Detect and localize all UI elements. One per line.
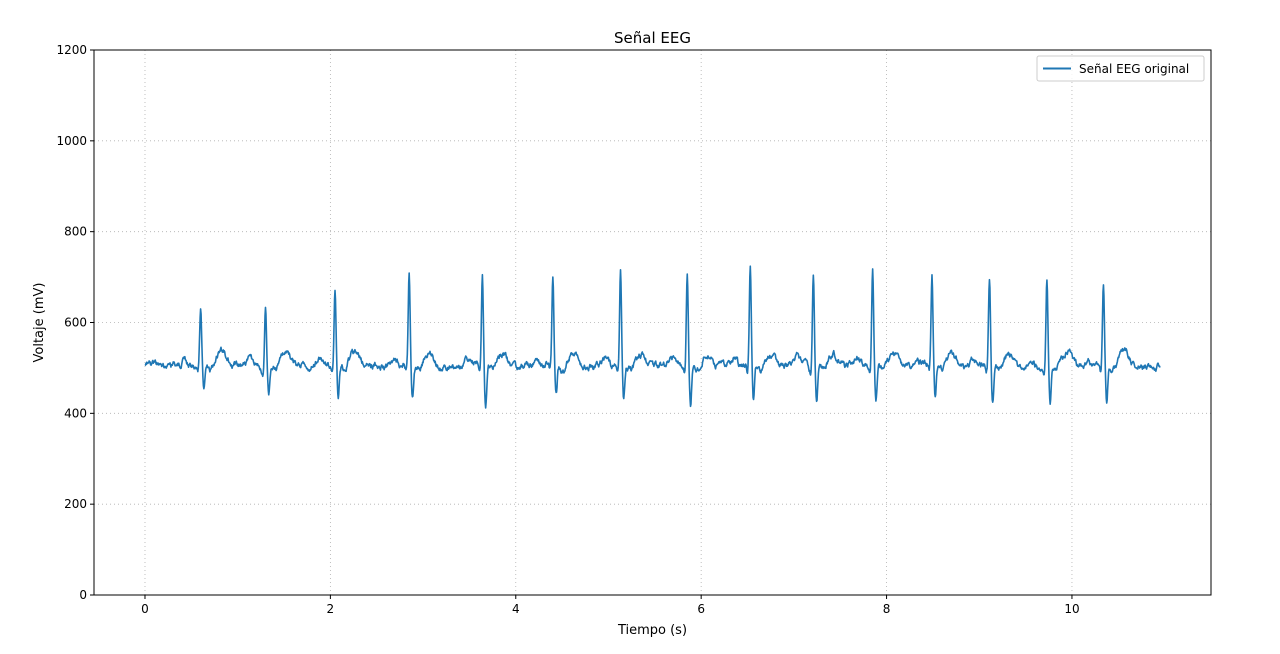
plot-frame xyxy=(93,49,1212,596)
legend-label: Señal EEG original xyxy=(1079,62,1189,76)
series-line-eeg xyxy=(144,265,1161,409)
y-tick-label: 1200 xyxy=(56,43,87,57)
y-tick-label: 1000 xyxy=(56,134,87,148)
chart-title: Señal EEG xyxy=(614,29,691,47)
x-tick-label: 10 xyxy=(1064,602,1079,616)
x-tick-label: 8 xyxy=(883,602,891,616)
ticks-layer: 0 2 4 6 8 10 0 200 400 600 800 1000 1200 xyxy=(56,43,1079,616)
y-tick-label: 400 xyxy=(64,406,87,420)
x-tick-label: 0 xyxy=(141,602,149,616)
x-tick-label: 4 xyxy=(512,602,520,616)
x-axis-label: Tiempo (s) xyxy=(617,623,687,638)
y-tick-label: 0 xyxy=(79,588,87,602)
series-layer xyxy=(144,265,1161,409)
x-tick-label: 2 xyxy=(327,602,335,616)
x-tick-label: 6 xyxy=(697,602,705,616)
y-tick-label: 800 xyxy=(64,225,87,239)
y-tick-label: 200 xyxy=(64,497,87,511)
legend: Señal EEG original xyxy=(1036,55,1205,82)
y-tick-label: 600 xyxy=(64,316,87,330)
legend-box xyxy=(1036,55,1205,82)
y-axis-label: Voltaje (mV) xyxy=(32,283,47,363)
grid-layer xyxy=(94,49,1211,596)
